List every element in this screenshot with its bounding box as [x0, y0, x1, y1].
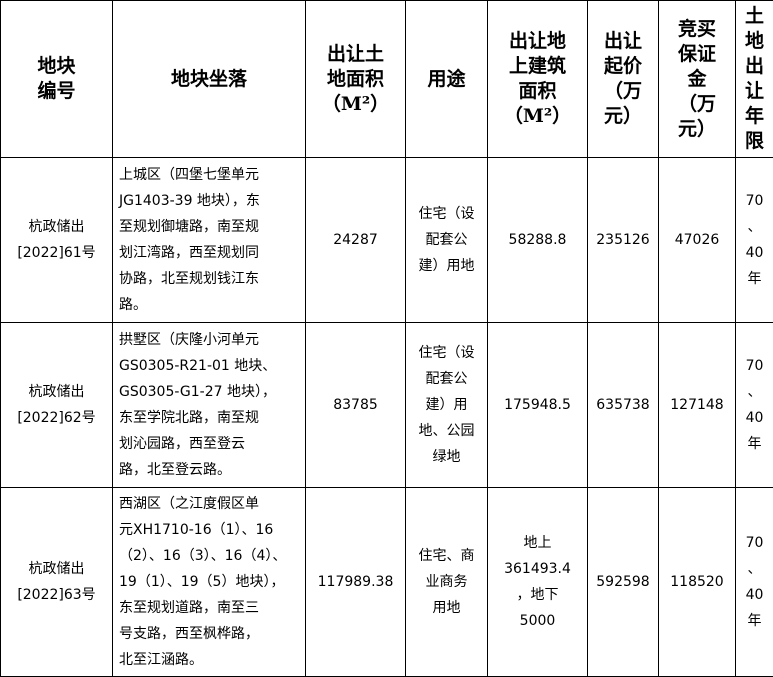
cell-start-price: 592598	[587, 487, 659, 677]
header-building-area: 出让地 上建筑 面积 （M²）	[487, 0, 588, 158]
header-deposit: 竞买 保证 金 （万 元）	[658, 0, 736, 158]
cell-deposit: 47026	[658, 157, 736, 323]
cell-building-area: 地上 361493.4 ，地下 5000	[487, 487, 588, 677]
cell-location: 西湖区（之江度假区单 元XH1710-16（1）、16 （2）、16（3）、16…	[112, 487, 306, 677]
cell-area: 117989.38	[305, 487, 406, 677]
cell-start-price: 235126	[587, 157, 659, 323]
cell-term: 70 、 40 年	[735, 322, 773, 488]
cell-area: 83785	[305, 322, 406, 488]
cell-location: 拱墅区（庆隆小河单元 GS0305-R21-01 地块、 GS0305-G1-2…	[112, 322, 306, 488]
header-term: 土 地 出 让 年 限	[735, 0, 773, 158]
cell-use: 住宅（设 配套公 建）用 地、公园 绿地	[405, 322, 488, 488]
cell-use: 住宅、商 业商务 用地	[405, 487, 488, 677]
cell-id: 杭政储出 [2022]62号	[0, 322, 113, 488]
header-row: 地块 编号 地块坐落 出让土 地面积 （M²） 用途 出让地 上建筑 面积 （M…	[0, 0, 773, 158]
header-id: 地块 编号	[0, 0, 113, 158]
cell-id: 杭政储出 [2022]61号	[0, 157, 113, 323]
cell-term: 70 、 40 年	[735, 487, 773, 677]
cell-id: 杭政储出 [2022]63号	[0, 487, 113, 677]
cell-building-area: 175948.5	[487, 322, 588, 488]
cell-term: 70 、 40 年	[735, 157, 773, 323]
cell-deposit: 127148	[658, 322, 736, 488]
header-start-price: 出让 起价 （万 元）	[587, 0, 659, 158]
header-location: 地块坐落	[112, 0, 306, 158]
cell-building-area: 58288.8	[487, 157, 588, 323]
table-row: 杭政储出 [2022]62号 拱墅区（庆隆小河单元 GS0305-R21-01 …	[0, 322, 773, 488]
table-row: 杭政储出 [2022]61号 上城区（四堡七堡单元 JG1403-39 地块），…	[0, 157, 773, 323]
cell-deposit: 118520	[658, 487, 736, 677]
cell-area: 24287	[305, 157, 406, 323]
header-use: 用途	[405, 0, 488, 158]
cell-location: 上城区（四堡七堡单元 JG1403-39 地块），东 至规划御塘路，南至规 划江…	[112, 157, 306, 323]
cell-start-price: 635738	[587, 322, 659, 488]
cell-use: 住宅（设 配套公 建）用地	[405, 157, 488, 323]
header-area: 出让土 地面积 （M²）	[305, 0, 406, 158]
table-row: 杭政储出 [2022]63号 西湖区（之江度假区单 元XH1710-16（1）、…	[0, 487, 773, 677]
